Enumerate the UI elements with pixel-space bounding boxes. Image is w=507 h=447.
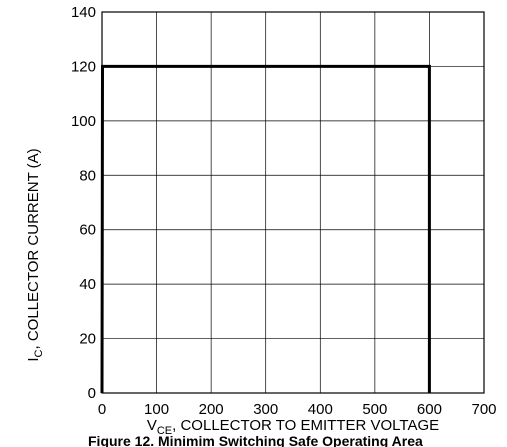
x-tick-labels: 0 100 200 300 400 500 600 700	[98, 401, 497, 418]
y-tick-label-140: 140	[71, 4, 96, 21]
x-tick-label-200: 200	[199, 401, 224, 418]
y-tick-label-20: 20	[79, 331, 96, 348]
x-tick-label-700: 700	[471, 401, 496, 418]
y-tick-label-100: 100	[71, 113, 96, 130]
x-tick-label-600: 600	[417, 401, 442, 418]
x-axis-title: VCE, COLLECTOR TO EMITTER VOLTAGE	[147, 417, 439, 437]
grid-lines	[101, 11, 485, 394]
x-tick-label-500: 500	[362, 401, 387, 418]
x-tick-label-100: 100	[144, 401, 169, 418]
y-tick-label-60: 60	[79, 222, 96, 239]
x-tick-label-0: 0	[98, 401, 106, 418]
y-tick-label-0: 0	[88, 385, 96, 402]
y-axis-title: IC, COLLECTOR CURRENT (A)	[25, 148, 45, 361]
y-tick-label-40: 40	[79, 276, 96, 293]
figure-title: Figure 12. Minimim Switching Safe Operat…	[88, 433, 423, 447]
y-tick-label-120: 120	[71, 58, 96, 75]
y-tick-labels: 0 20 40 60 80 100 120 140	[71, 4, 96, 402]
plot-frame	[101, 11, 485, 394]
x-tick-label-400: 400	[308, 401, 333, 418]
x-tick-label-300: 300	[253, 401, 278, 418]
y-tick-label-80: 80	[79, 167, 96, 184]
